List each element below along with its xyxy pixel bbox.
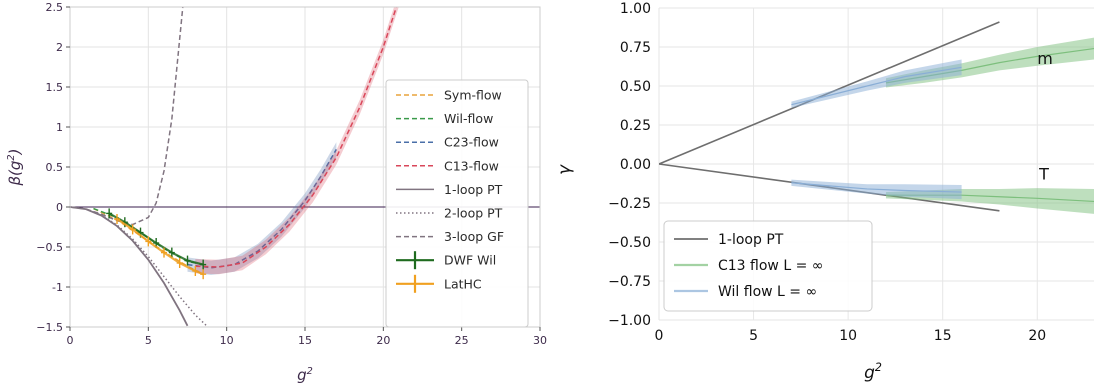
y-tick-label: 0 (56, 201, 63, 214)
legend: 1-loop PT C13 flow L = ∞ Wil flow L = ∞ (663, 220, 873, 312)
legend-label-c23-flow: C23-flow (444, 135, 499, 150)
legend: Sym-flow Wil-flow C23-flow C13-flow 1-loop P… (385, 79, 529, 328)
grid (658, 7, 1094, 321)
series-3-loop-gf (70, 7, 184, 226)
band-c13-flow (195, 7, 399, 275)
x-tick-label: 15 (298, 334, 312, 347)
y-tick-label: 1.5 (46, 81, 64, 94)
legend-label-1-loop-pt: 1-loop PT (718, 232, 784, 248)
x-axis-label: g2 (297, 366, 313, 383)
annotation-t: T (1038, 164, 1049, 183)
series-wil-flow-l- (791, 66, 962, 106)
y-axis-label: β(g2) (6, 148, 24, 186)
legend-label-wil-flow-l-: Wil flow L = ∞ (718, 284, 817, 300)
legend-label-lathc: LatHC (444, 276, 482, 291)
series-wil-flow-l- (791, 182, 962, 193)
y-tick-label: 0.25 (620, 118, 651, 134)
y-tick-label: 0.50 (620, 79, 651, 95)
x-tick-label: 20 (376, 334, 390, 347)
y-tick-label: −0.5 (36, 241, 63, 254)
x-tick-label: 15 (934, 328, 952, 344)
y-tick-label: 1 (56, 121, 63, 134)
legend-frame (663, 220, 873, 312)
anomalous-dimension-chart: m T 0 5 10 15 20 −1.00 −0.75 −0.50 −0.25 0.00 0.25 0.… (555, 1, 1094, 383)
x-axis-label: g2 (864, 361, 882, 383)
x-tick-label: 20 (1028, 328, 1046, 344)
x-tick-label: 10 (839, 328, 857, 344)
y-tick-label: 1.00 (620, 1, 651, 17)
y-tick-label: −0.50 (608, 235, 651, 251)
y-tick-label: 2 (56, 41, 63, 54)
beta-function-chart: 0 5 10 15 20 25 30 −1.5 -1 −0.5 0 0.5 1 1.5 2 2.5 g2 β(g2… (6, 1, 547, 384)
series-c13-flow (195, 7, 398, 268)
legend-label-c13-flow: C13-flow (444, 158, 499, 173)
y-tick-label: 0.00 (620, 157, 651, 173)
plot-content (70, 7, 399, 327)
x-tick-label: 0 (655, 328, 664, 344)
x-tick-label: 0 (67, 334, 74, 347)
y-tick-label: −1.5 (36, 321, 63, 334)
y-axis-label: γ (555, 164, 575, 175)
x-tick-label: 25 (455, 334, 469, 347)
legend-label-2-loop-pt: 2-loop PT (444, 206, 503, 221)
legend-label-c13-flow-l-: C13 flow L = ∞ (718, 258, 823, 274)
y-tick-label: −0.75 (608, 274, 651, 290)
legend-label-wil-flow: Wil-flow (444, 111, 493, 126)
x-tick-label: 30 (533, 334, 547, 347)
annotation-m: m (1037, 49, 1053, 68)
legend-label-dwf-wil: DWF Wil (444, 253, 496, 268)
x-tick-label: 10 (220, 334, 234, 347)
y-tick-label: −1.00 (608, 313, 651, 329)
band-c23-flow (187, 142, 337, 275)
y-tick-label: 2.5 (46, 1, 64, 14)
y-tick-label: −0.25 (608, 196, 651, 212)
y-tick-label: -1 (52, 281, 63, 294)
legend-label-1-loop-pt: 1-loop PT (444, 182, 503, 197)
x-tick-label: 5 (145, 334, 152, 347)
legend-label-3-loop-gf: 3-loop GF (444, 229, 504, 244)
x-tick-label: 5 (749, 328, 758, 344)
y-tick-label: 0.5 (46, 161, 64, 174)
legend-label-sym-flow: Sym-flow (444, 88, 502, 103)
y-tick-label: 0.75 (620, 40, 651, 56)
plot-content (659, 21, 1094, 214)
